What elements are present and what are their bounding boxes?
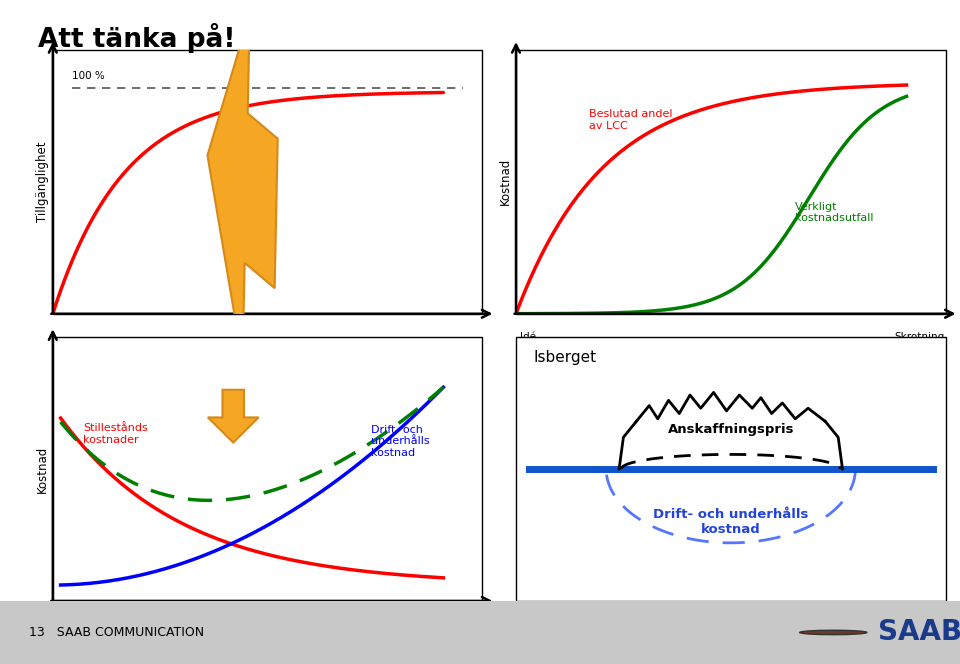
Text: Verkligt
kostnadsutfall: Verkligt kostnadsutfall	[795, 202, 874, 223]
Text: Anskaffningspris: Anskaffningspris	[667, 423, 794, 436]
Text: 100 %: 100 %	[72, 71, 105, 81]
Text: SAAB: SAAB	[878, 618, 960, 647]
Text: Idé: Idé	[520, 332, 537, 342]
Text: Drift- och underhålls
kostnad: Drift- och underhålls kostnad	[653, 508, 808, 536]
Text: Tidpunkt: Tidpunkt	[868, 348, 937, 362]
Text: Kostnad - LCC: Kostnad - LCC	[216, 340, 320, 353]
Text: Att tänka på!: Att tänka på!	[38, 23, 236, 53]
Y-axis label: Kostnad: Kostnad	[499, 158, 512, 205]
Text: Mängd: Mängd	[242, 627, 293, 640]
Text: Drift- och
underhålls
kostnad: Drift- och underhålls kostnad	[371, 424, 429, 457]
Circle shape	[800, 630, 867, 635]
FancyArrow shape	[207, 14, 277, 363]
Y-axis label: Kostnad: Kostnad	[36, 446, 49, 493]
FancyArrow shape	[208, 390, 258, 442]
Text: Beslutad andel
av LCC: Beslutad andel av LCC	[589, 110, 673, 131]
Y-axis label: Tillgänglighet: Tillgänglighet	[36, 141, 49, 222]
Text: Isberget: Isberget	[533, 350, 596, 365]
Text: Skrotning: Skrotning	[894, 332, 945, 342]
Text: Stillestånds
kostnader: Stillestånds kostnader	[83, 423, 148, 445]
Text: 13   SAAB COMMUNICATION: 13 SAAB COMMUNICATION	[29, 626, 204, 639]
